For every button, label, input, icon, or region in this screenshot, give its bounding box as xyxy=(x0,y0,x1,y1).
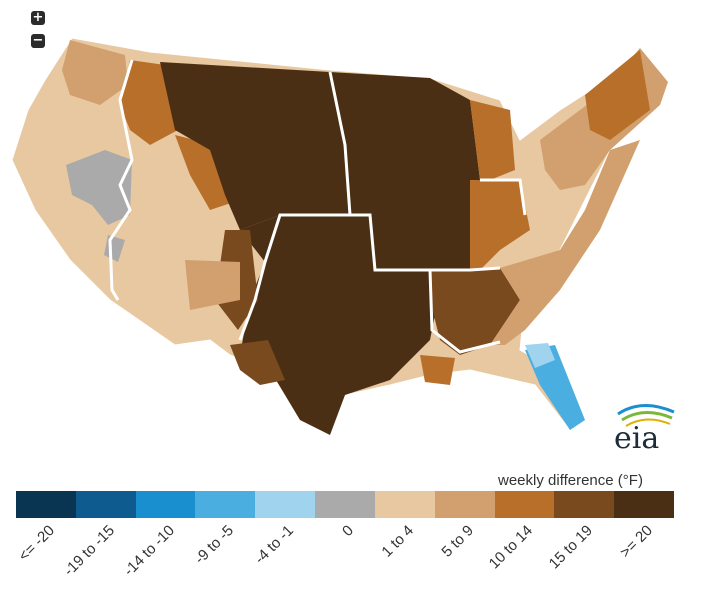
legend-swatch xyxy=(255,491,316,518)
legend-swatch xyxy=(434,491,495,518)
zoom-out-button[interactable]: − xyxy=(31,33,45,48)
region-ne-upper xyxy=(585,50,650,140)
legend-swatch xyxy=(315,491,375,518)
legend-color-bar xyxy=(16,491,674,518)
region-southeast xyxy=(490,140,640,345)
legend-swatch xyxy=(195,491,256,518)
region-great-basin xyxy=(66,150,132,225)
us-temperature-map xyxy=(11,37,669,436)
legend-swatch xyxy=(554,491,615,518)
legend-swatch xyxy=(494,491,555,518)
zoom-in-button[interactable]: + xyxy=(31,10,45,25)
region-great-lakes xyxy=(470,100,515,180)
legend-swatch xyxy=(16,491,76,518)
region-nw-idaho xyxy=(120,60,178,145)
eia-logo: eia xyxy=(614,404,675,456)
legend-swatch xyxy=(614,491,674,518)
legend-swatch xyxy=(135,491,196,518)
legend-title: weekly difference (°F) xyxy=(498,472,643,489)
region-louisiana xyxy=(420,355,455,385)
region-boundaries xyxy=(108,59,527,354)
region-nm-edge xyxy=(185,260,240,310)
region-ohio-valley xyxy=(470,180,530,270)
region-gulf-west xyxy=(230,340,285,385)
region-midwest xyxy=(330,72,480,270)
region-tn-al xyxy=(430,268,520,355)
legend-labels: <= -20 -19 to -15 -14 to -10 -9 to -5 -4 to … xyxy=(15,522,674,587)
region-florida-n xyxy=(525,343,555,368)
svg-text:eia: eia xyxy=(614,421,659,456)
region-pnw-brown xyxy=(62,40,128,105)
legend-swatch xyxy=(75,491,136,518)
legend-swatch xyxy=(374,491,435,518)
region-north-plains xyxy=(160,62,350,230)
region-florida xyxy=(525,345,585,430)
